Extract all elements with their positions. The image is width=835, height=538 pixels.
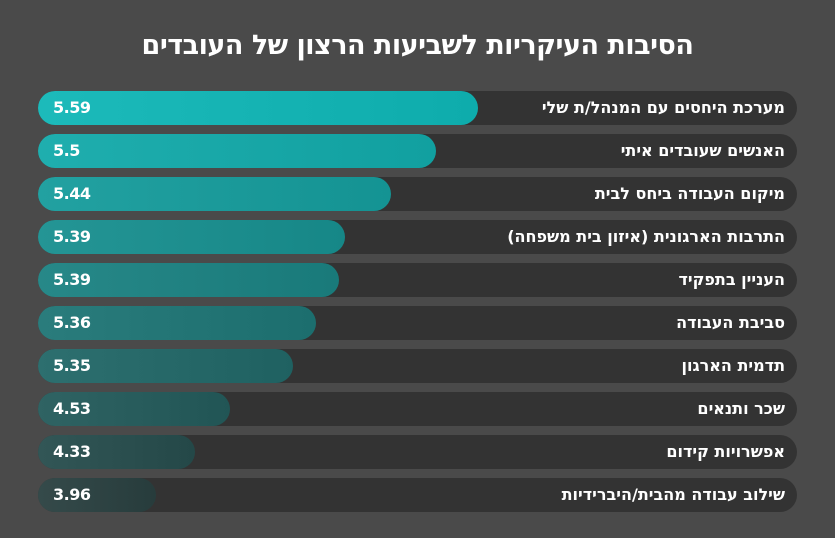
bar: 5.5 (38, 134, 437, 168)
bar-row: 5.5 האנשים שעובדים איתי (38, 134, 797, 168)
chart-title: הסיבות העיקריות לשביעות הרצון של העובדים (141, 30, 694, 61)
bar: 5.39 (38, 220, 346, 254)
bar-row: 5.44 מיקום העבודה ביחס לבית (38, 177, 797, 211)
bar-value-label: 5.39 (53, 227, 91, 246)
bar-row: 5.36 סביבת העבודה (38, 306, 797, 340)
category-label: תדמית הארגון (681, 356, 785, 375)
bar-list: 5.59 מערכת היחסים עם המנהל/ת שלי 5.5 האנשים… (38, 91, 797, 521)
bar-value-label: 5.44 (53, 184, 91, 203)
bar-row: 5.59 מערכת היחסים עם המנהל/ת שלי (38, 91, 797, 125)
bar-value-label: 5.5 (53, 141, 80, 160)
bar-row: 5.35 תדמית הארגון (38, 349, 797, 383)
bar-value-label: 4.33 (53, 442, 91, 461)
bar-row: 5.39 העניין בתפקיד (38, 263, 797, 297)
bar: 5.36 (38, 306, 316, 340)
category-label: מערכת היחסים עם המנהל/ת שלי (541, 98, 785, 117)
category-label: העניין בתפקיד (678, 270, 786, 289)
bar-value-label: 4.53 (53, 399, 91, 418)
bar-value-label: 5.35 (53, 356, 91, 375)
category-label: התרבות הארגונית (איזון בית משפחה) (507, 227, 785, 246)
bar: 4.53 (38, 392, 231, 426)
bar: 3.96 (38, 478, 156, 512)
category-label: סביבת העבודה (676, 313, 785, 332)
bar: 4.33 (38, 435, 196, 469)
bar: 5.44 (38, 177, 391, 211)
category-label: האנשים שעובדים איתי (620, 141, 785, 160)
bar: 5.39 (38, 263, 340, 297)
category-label: שכר ותנאים (697, 399, 785, 418)
bar-value-label: 3.96 (53, 485, 91, 504)
bar-row: 3.96 שילוב עבודה מהבית/היברידיות (38, 478, 797, 512)
bar: 5.59 (38, 91, 479, 125)
bar-value-label: 5.39 (53, 270, 91, 289)
category-label: אפשרויות קידום (666, 442, 785, 461)
bar-row: 4.53 שכר ותנאים (38, 392, 797, 426)
bar-value-label: 5.59 (53, 98, 91, 117)
bar: 5.35 (38, 349, 294, 383)
category-label: מיקום העבודה ביחס לבית (594, 184, 785, 203)
bar-row: 5.39 התרבות הארגונית (איזון בית משפחה) (38, 220, 797, 254)
bar-row: 4.33 אפשרויות קידום (38, 435, 797, 469)
category-label: שילוב עבודה מהבית/היברידיות (561, 485, 785, 504)
bar-value-label: 5.36 (53, 313, 91, 332)
